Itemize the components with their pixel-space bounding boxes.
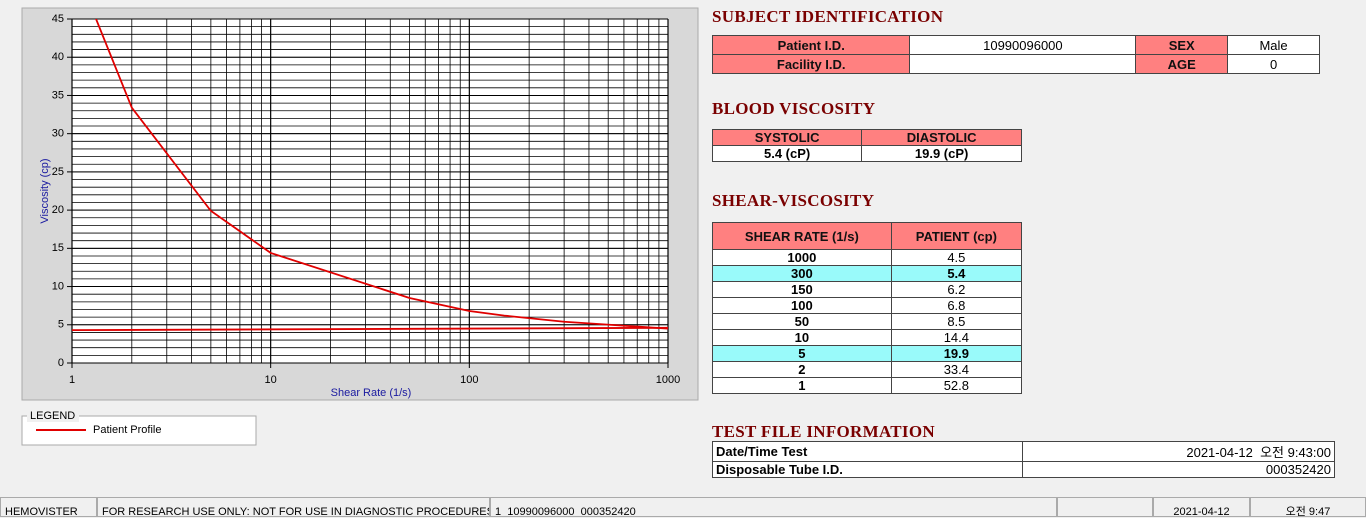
column-header: SYSTOLIC	[711, 129, 863, 146]
y-tick-label: 20	[52, 204, 64, 216]
field-value	[909, 54, 1137, 74]
x-axis-label: Shear Rate (1/s)	[331, 387, 412, 399]
x-tick-label: 100	[460, 374, 478, 386]
field-value: 0	[1227, 54, 1320, 74]
table-row: 50 8.5	[712, 313, 1023, 330]
table-row: Patient I.D. 10990096000 SEX Male	[711, 35, 1320, 55]
table-row: SHEAR RATE (1/s) PATIENT (cp)	[712, 222, 1023, 250]
field-label: Patient I.D.	[711, 35, 911, 55]
table-cell: 19.9	[890, 345, 1023, 362]
subject-table: Patient I.D. 10990096000 SEX Male Facility I…	[711, 35, 1320, 74]
x-tick-label: 1	[69, 374, 75, 386]
data-line	[72, 326, 668, 332]
test-file-table: Date/Time Test 2021-04-12 오전 9:43:00 Dispo…	[712, 441, 1335, 478]
status-cell	[1057, 497, 1153, 517]
y-tick-label: 10	[52, 280, 64, 292]
table-cell: 5.4 (cP)	[711, 145, 863, 162]
table-row: SYSTOLIC DIASTOLIC	[711, 129, 1022, 146]
table-row: Facility I.D. AGE 0	[711, 54, 1320, 74]
legend-label: Patient Profile	[93, 424, 161, 436]
x-tick-label: 10	[265, 374, 277, 386]
field-label: SEX	[1135, 35, 1229, 55]
legend-title-bg	[27, 409, 79, 422]
status-cell: FOR RESEARCH USE ONLY: NOT FOR USE IN DI…	[97, 497, 490, 517]
table-row: 150 6.2	[712, 281, 1023, 298]
data-line	[95, 19, 668, 330]
column-header: SHEAR RATE (1/s)	[712, 222, 892, 250]
section-title: SUBJECT IDENTIFICATION	[712, 7, 944, 26]
table-row: 100 6.8	[712, 297, 1023, 314]
x-tick-label: 1000	[656, 374, 680, 386]
y-tick-label: 15	[52, 242, 64, 254]
table-cell: 5.4	[890, 265, 1023, 282]
table-row: Date/Time Test 2021-04-12 오전 9:43:00	[712, 441, 1335, 462]
y-tick-label: 5	[58, 319, 64, 331]
y-tick-label: 35	[52, 89, 64, 101]
table-cell: 1000	[712, 249, 892, 266]
section-title: BLOOD VISCOSITY	[712, 99, 876, 118]
field-value: Male	[1227, 35, 1320, 55]
table-cell: 33.4	[890, 361, 1023, 378]
table-cell: 10	[712, 329, 892, 346]
field-label: Disposable Tube I.D.	[712, 461, 1023, 478]
status-bar: HEMOVISTER FOR RESEARCH USE ONLY: NOT FOR…	[0, 497, 1366, 518]
chart: Shear Rate (1/s) Viscosity (cp) LEGEND 0…	[21, 7, 699, 446]
column-header: PATIENT (cp)	[890, 222, 1023, 250]
legend-title: LEGEND	[30, 410, 75, 422]
y-tick-label: 25	[52, 166, 64, 178]
blood-table: SYSTOLIC DIASTOLIC 5.4 (cP) 19.9 (cP)	[711, 129, 1022, 162]
table-cell: 14.4	[890, 329, 1023, 346]
table-row: 1 52.8	[712, 377, 1023, 394]
table-cell: 5	[712, 345, 892, 362]
table-row: 2 33.4	[712, 361, 1023, 378]
section-title: SHEAR-VISCOSITY	[712, 191, 875, 210]
status-cell: HEMOVISTER	[0, 497, 97, 517]
y-tick-label: 30	[52, 128, 64, 140]
table-cell: 8.5	[890, 313, 1023, 330]
field-value: 2021-04-12 오전 9:43:00	[1022, 441, 1335, 462]
table-cell: 2	[712, 361, 892, 378]
y-tick-label: 0	[58, 357, 64, 369]
y-axis-label: Viscosity (cp)	[39, 158, 51, 223]
status-cell: 오전 9:47	[1250, 497, 1366, 517]
table-row: 10 14.4	[712, 329, 1023, 346]
table-cell: 52.8	[890, 377, 1023, 394]
table-row: 5 19.9	[712, 345, 1023, 362]
y-tick-label: 45	[52, 13, 64, 25]
section-title: TEST FILE INFORMATION	[712, 422, 935, 441]
table-cell: 4.5	[890, 249, 1023, 266]
table-cell: 150	[712, 281, 892, 298]
plot-area	[72, 19, 668, 363]
field-value: 000352420	[1022, 461, 1335, 478]
table-row: 1000 4.5	[712, 249, 1023, 266]
table-cell: 100	[712, 297, 892, 314]
field-value: 10990096000	[909, 35, 1137, 55]
y-tick-label: 40	[52, 51, 64, 63]
table-row: Disposable Tube I.D. 000352420	[712, 461, 1335, 478]
field-label: Date/Time Test	[712, 441, 1023, 462]
shear-table: SHEAR RATE (1/s) PATIENT (cp) 1000 4.5 300 5.…	[712, 222, 1023, 394]
status-cell: 2021-04-12	[1153, 497, 1250, 517]
column-header: DIASTOLIC	[861, 129, 1022, 146]
status-cell: 1 10990096000 000352420	[490, 497, 1057, 517]
table-cell: 300	[712, 265, 892, 282]
field-label: Facility I.D.	[711, 54, 911, 74]
table-cell: 50	[712, 313, 892, 330]
table-cell: 1	[712, 377, 892, 394]
table-row: 300 5.4	[712, 265, 1023, 282]
table-cell: 19.9 (cP)	[861, 145, 1022, 162]
table-cell: 6.8	[890, 297, 1023, 314]
table-row: 5.4 (cP) 19.9 (cP)	[711, 145, 1022, 162]
table-cell: 6.2	[890, 281, 1023, 298]
field-label: AGE	[1135, 54, 1229, 74]
